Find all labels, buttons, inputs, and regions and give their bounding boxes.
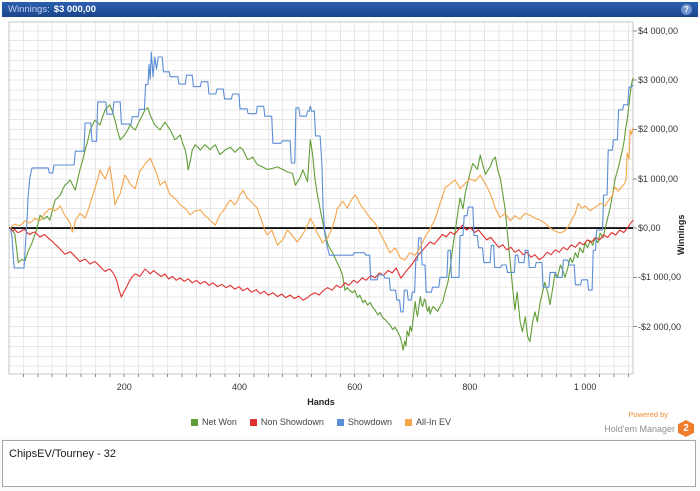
y-tick-label: -$1 000,00 — [638, 272, 682, 283]
legend-swatch-icon — [404, 418, 412, 426]
gridlines — [9, 22, 633, 374]
legend-item-non-showdown[interactable]: Non Showdown — [249, 417, 324, 427]
legend-label: All-In EV — [415, 417, 451, 427]
y-tick-label: $2 000,00 — [638, 124, 679, 135]
winnings-value: $3 000,00 — [53, 4, 96, 15]
legend-swatch-icon — [191, 418, 199, 426]
winnings-label: Winnings: — [8, 4, 50, 15]
x-tick-label: 800 — [462, 382, 478, 392]
series-line-all-in-ev — [9, 127, 634, 261]
holdem-manager-label: Hold'em Manager — [604, 423, 675, 434]
legend-swatch-icon — [336, 418, 344, 426]
y-tick-label: -$2 000,00 — [638, 321, 682, 332]
legend-item-showdown[interactable]: Showdown — [336, 417, 392, 427]
x-tick-label: 200 — [116, 382, 132, 392]
y-tick-label: $4 000,00 — [638, 25, 679, 36]
graph-title-bar: Winnings: $3 000,00 ? — [2, 2, 698, 17]
legend-label: Net Won — [202, 417, 237, 427]
holdem-manager-2-badge-icon: 2 — [678, 420, 694, 437]
powered-by-block: Powered by Hold'em Manager 2 — [604, 410, 694, 437]
plot-canvas — [8, 21, 637, 377]
y-tick-label: $1 000,00 — [638, 173, 679, 184]
legend-swatch-icon — [249, 418, 257, 426]
series-line-non-showdown — [9, 219, 634, 301]
winnings-chart: $4 000,00 $3 000,00 $2 000,00 $1 000,00 $0,0… — [0, 18, 700, 438]
series-line-net-won — [9, 77, 634, 351]
x-tick-label: 1 000 — [573, 382, 597, 392]
legend-item-all-in-ev[interactable]: All-In EV — [404, 417, 451, 427]
help-icon[interactable]: ? — [681, 4, 692, 15]
chart-legend: Net Won Non Showdown Showdown All-In EV — [9, 417, 633, 427]
x-tick-label: 600 — [347, 382, 363, 392]
axis-ticks — [22, 30, 637, 377]
legend-label: Non Showdown — [260, 417, 324, 427]
legend-item-net-won[interactable]: Net Won — [191, 417, 237, 427]
x-tick-label: 400 — [231, 382, 247, 392]
plot-border — [8, 21, 634, 375]
y-tick-label: $3 000,00 — [638, 75, 679, 86]
x-axis-title: Hands — [307, 397, 335, 407]
report-row-panel[interactable]: ChipsEV/Tourney - 32 — [2, 440, 696, 487]
powered-by-label: Powered by — [628, 410, 668, 419]
report-row-label: ChipsEV/Tourney - 32 — [9, 448, 116, 460]
y-axis-title: Winnings — [676, 214, 686, 255]
series-line-showdown — [9, 51, 634, 313]
legend-label: Showdown — [347, 417, 392, 427]
y-tick-label: $0,00 — [638, 223, 661, 234]
